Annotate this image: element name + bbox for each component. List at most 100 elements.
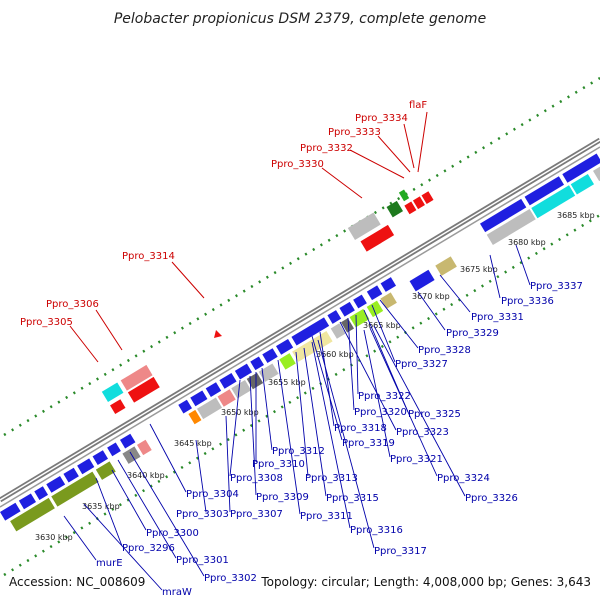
gene-label: Ppro_3330 bbox=[271, 159, 324, 170]
gene-feature bbox=[231, 379, 252, 399]
gene-feature bbox=[10, 497, 55, 532]
gene-label-mraW: mraW bbox=[162, 587, 192, 598]
gene-label: Ppro_3328 bbox=[418, 345, 471, 356]
tick-label: 3645 kbp bbox=[174, 439, 212, 448]
gene-feature bbox=[398, 189, 410, 202]
gene-label: Ppro_3307 bbox=[230, 509, 283, 520]
gene-feature bbox=[340, 318, 355, 333]
genome-summary-text: Topology: circular; Length: 4,008,000 bp… bbox=[260, 575, 591, 589]
gene-label: Ppro_3306 bbox=[46, 299, 99, 310]
gene-label: Ppro_3323 bbox=[396, 427, 449, 438]
tick-label: 3635 kbp bbox=[82, 502, 120, 511]
gene-feature bbox=[110, 399, 126, 415]
gene-feature bbox=[217, 389, 236, 407]
gene-label: Ppro_3331 bbox=[471, 312, 524, 323]
gene-label: Ppro_3324 bbox=[437, 473, 490, 484]
gene-feature bbox=[353, 294, 367, 309]
gene-label: Ppro_3334 bbox=[355, 113, 408, 124]
gene-feature bbox=[339, 301, 355, 317]
gene-label: Ppro_3316 bbox=[350, 525, 403, 536]
tick-labels: 3630 kbp 3635 kbp 3640 kbp 3645 kbp 3650… bbox=[35, 211, 595, 542]
gene-feature bbox=[51, 471, 99, 507]
gene-label: Ppro_3315 bbox=[326, 493, 379, 504]
gene-label: Ppro_3319 bbox=[342, 438, 395, 449]
gene-label: Ppro_3314 bbox=[122, 251, 175, 262]
gene-feature bbox=[531, 185, 576, 219]
gene-feature bbox=[120, 433, 136, 449]
gene-label: Ppro_3308 bbox=[230, 473, 283, 484]
gene-label: Ppro_3311 bbox=[300, 511, 353, 522]
gene-feature bbox=[18, 493, 37, 510]
gene-feature bbox=[34, 486, 49, 500]
gene-feature bbox=[214, 330, 222, 338]
gene-label: Ppro_3327 bbox=[395, 359, 448, 370]
gene-features bbox=[0, 153, 600, 532]
gene-label: Ppro_3317 bbox=[374, 546, 427, 557]
gene-feature bbox=[188, 409, 202, 425]
gene-label: Ppro_3322 bbox=[358, 391, 411, 402]
gene-feature bbox=[178, 399, 193, 414]
tick-label: 3640 kbp bbox=[127, 471, 165, 480]
gene-label: Ppro_3305 bbox=[20, 317, 73, 328]
gene-label: Ppro_3320 bbox=[354, 407, 407, 418]
gene-feature bbox=[0, 502, 21, 521]
gene-label: Ppro_3333 bbox=[328, 127, 381, 138]
gene-feature bbox=[592, 160, 600, 182]
gene-label: Ppro_3312 bbox=[272, 446, 325, 457]
gene-feature bbox=[291, 317, 330, 346]
gene-label: Ppro_3318 bbox=[334, 423, 387, 434]
tick-label: 3685 kbp bbox=[557, 211, 595, 220]
gene-feature bbox=[77, 458, 95, 475]
gene-feature bbox=[349, 308, 370, 328]
gene-label: Ppro_3325 bbox=[408, 409, 461, 420]
gene-feature bbox=[562, 153, 600, 183]
gene-label: Ppro_3309 bbox=[256, 492, 309, 503]
gene-label: Ppro_3296 bbox=[122, 543, 175, 554]
gene-label: Ppro_3329 bbox=[446, 328, 499, 339]
gene-feature bbox=[366, 300, 384, 318]
gene-feature bbox=[246, 372, 264, 390]
gene-feature bbox=[409, 269, 435, 292]
gene-label: Ppro_3304 bbox=[186, 489, 239, 500]
tick-label: 3670 kbp bbox=[412, 292, 450, 301]
gene-label: Ppro_3313 bbox=[305, 473, 358, 484]
gene-label: Ppro_3336 bbox=[501, 296, 554, 307]
tick-label: 3630 kbp bbox=[35, 533, 73, 542]
gene-feature bbox=[421, 191, 434, 204]
gene-feature bbox=[480, 198, 527, 233]
gene-feature bbox=[380, 292, 397, 309]
genome-backbone bbox=[0, 137, 600, 508]
gene-feature bbox=[570, 173, 595, 195]
gene-feature bbox=[347, 212, 381, 240]
gene-feature bbox=[250, 356, 265, 371]
accession-text: Accession: NC_008609 bbox=[9, 575, 145, 589]
gene-feature bbox=[524, 176, 565, 206]
gene-feature bbox=[120, 364, 153, 391]
gene-feature bbox=[136, 439, 152, 456]
tick-label: 3675 kbp bbox=[460, 265, 498, 274]
gene-feature bbox=[404, 201, 417, 215]
gene-feature bbox=[486, 208, 536, 246]
tick-label: 3665 kbp bbox=[363, 321, 401, 330]
gene-label: Ppro_3302 bbox=[204, 573, 257, 584]
gene-feature bbox=[196, 397, 223, 420]
tick-label: 3660 kbp bbox=[316, 350, 354, 359]
gene-feature bbox=[258, 363, 279, 383]
gene-feature bbox=[366, 285, 383, 301]
gene-feature bbox=[330, 323, 346, 339]
blue-gene-labels: Ppro_3337 Ppro_3336 Ppro_3331 Ppro_3329 … bbox=[63, 244, 583, 598]
gene-feature bbox=[190, 390, 208, 407]
gene-feature bbox=[46, 475, 66, 493]
gene-feature bbox=[412, 196, 425, 210]
gene-feature bbox=[219, 372, 237, 389]
gene-label: Ppro_3326 bbox=[465, 493, 518, 504]
gene-feature bbox=[276, 338, 294, 355]
tick-label: 3655 kbp bbox=[268, 378, 306, 387]
red-gene-labels: flaF Ppro_3334 Ppro_3333 Ppro_3332 Ppro_… bbox=[20, 100, 428, 363]
gene-feature bbox=[107, 442, 121, 457]
gene-feature bbox=[380, 277, 397, 292]
gene-label: Ppro_3321 bbox=[390, 454, 443, 465]
gene-label: Ppro_3301 bbox=[176, 555, 229, 566]
